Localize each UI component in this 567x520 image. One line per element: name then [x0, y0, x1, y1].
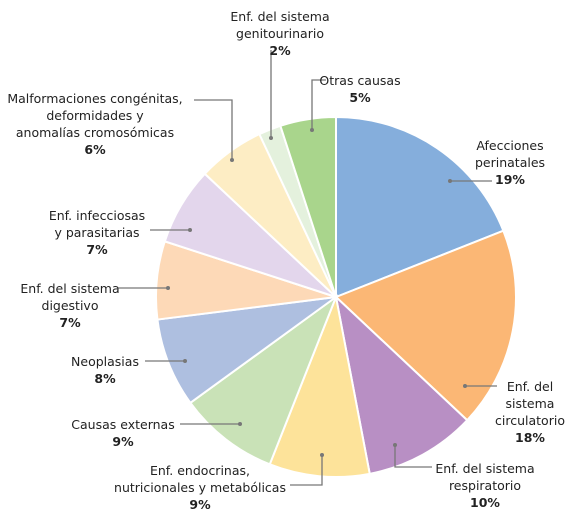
- slice-label: Afecciones perinatales 19%: [475, 137, 545, 188]
- leader-dot: [166, 286, 170, 290]
- value-label: 10%: [470, 495, 500, 510]
- value-label: 5%: [349, 90, 371, 105]
- leader-dot: [310, 128, 314, 132]
- slice-label: Enf. del sistema respiratorio 10%: [435, 460, 534, 511]
- leader-dot: [320, 453, 324, 457]
- pie-slice: [268, 293, 371, 478]
- category-label: Enf. del sistema circulatorio: [495, 379, 565, 428]
- category-label: Enf. endocrinas, nutricionales y metaból…: [114, 463, 286, 495]
- leader-line: [290, 455, 323, 486]
- slice-label: Enf. del sistema digestivo 7%: [20, 280, 119, 331]
- slice-label: Enf. infecciosas y parasitarias 7%: [49, 207, 145, 258]
- leader-dot: [393, 443, 397, 447]
- slice-label: Neoplasias 8%: [71, 353, 139, 387]
- leader-line: [394, 445, 432, 468]
- category-label: Neoplasias: [71, 354, 139, 369]
- category-label: Afecciones perinatales: [474, 138, 546, 170]
- category-label: Causas externas: [71, 417, 175, 432]
- leader-dot: [463, 384, 467, 388]
- pie-slice: [156, 296, 337, 405]
- slice-label: Otras causas 5%: [319, 72, 400, 106]
- pie-slice: [334, 294, 469, 475]
- value-label: 7%: [59, 315, 81, 330]
- value-label: 9%: [189, 497, 211, 512]
- category-label: Enf. infecciosas y parasitarias: [48, 208, 146, 240]
- value-label: 19%: [495, 172, 525, 187]
- value-label: 2%: [269, 43, 291, 58]
- value-label: 18%: [515, 430, 545, 445]
- leader-dot: [183, 359, 187, 363]
- value-label: 6%: [84, 142, 106, 157]
- slice-label: Malformaciones congénitas, deformidades …: [7, 90, 182, 158]
- leader-dot: [448, 179, 452, 183]
- slice-label: Enf. endocrinas, nutricionales y metaból…: [114, 462, 286, 513]
- pie-slice: [334, 229, 517, 422]
- pie-slice: [188, 294, 339, 466]
- category-label: Enf. del sistema genitourinario: [230, 9, 330, 41]
- slice-label: Enf. del sistema circulatorio 18%: [495, 378, 565, 446]
- category-label: Enf. del sistema respiratorio: [435, 461, 535, 493]
- pie-slice: [335, 115, 505, 299]
- value-label: 8%: [94, 371, 116, 386]
- leader-dot: [230, 158, 234, 162]
- category-label: Otras causas: [319, 73, 401, 88]
- category-label: Malformaciones congénitas, deformidades …: [7, 91, 183, 140]
- leader-dot: [188, 228, 192, 232]
- leader-line: [311, 79, 326, 130]
- slice-label: Causas externas 9%: [71, 416, 174, 450]
- leader-dot: [269, 136, 273, 140]
- slice-label: Enf. del sistema genitourinario 2%: [230, 8, 329, 59]
- value-label: 7%: [86, 242, 108, 257]
- leader-dot: [238, 422, 242, 426]
- pie-slice: [279, 115, 337, 298]
- category-label: Enf. del sistema digestivo: [20, 281, 120, 313]
- leader-line: [194, 99, 233, 160]
- value-label: 9%: [112, 434, 134, 449]
